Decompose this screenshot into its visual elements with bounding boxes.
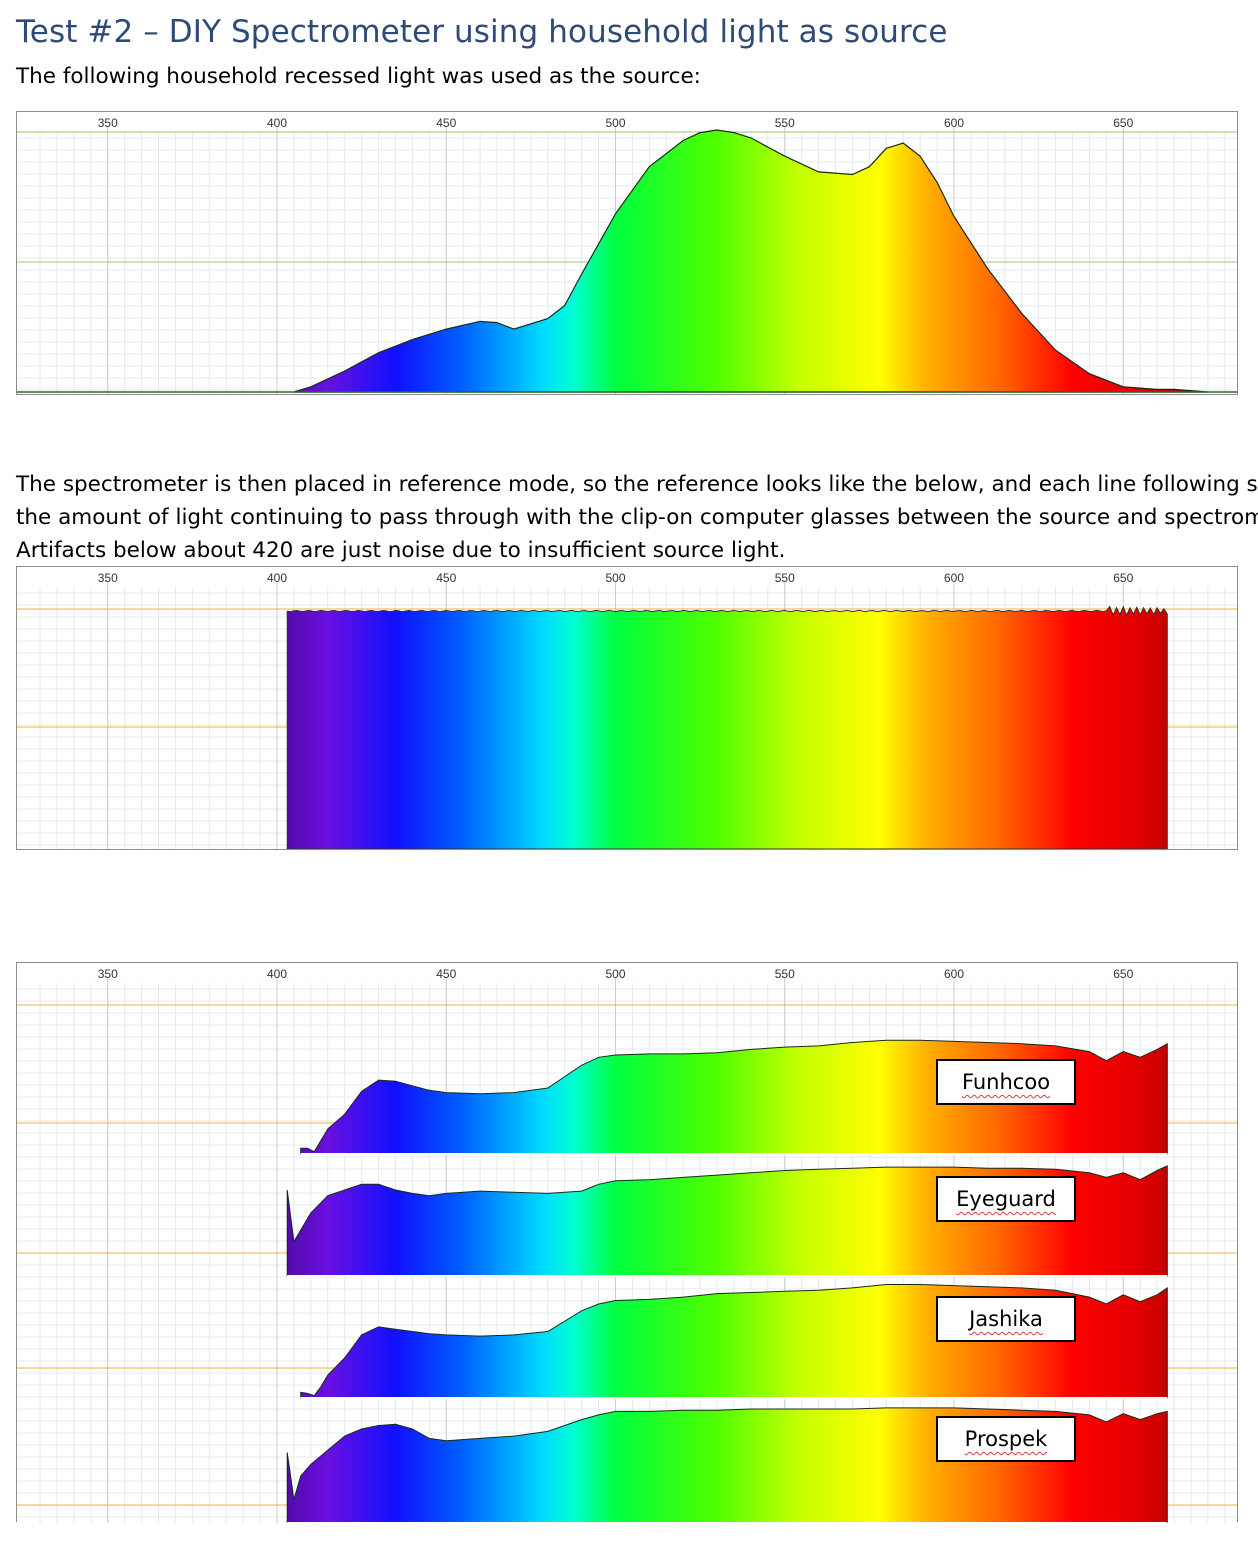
glasses-transmission-chart: 350 400 450 500 550 600 650 Funhcoo Eyeguard J… [16, 962, 1238, 1523]
reference-spectrum-svg: 350 400 450 500 550 600 650 [17, 571, 1237, 849]
intro-text: The following household recessed light w… [16, 64, 701, 89]
source-spectrum-chart: 350 400 450 500 550 600 650 [16, 111, 1238, 395]
tick-label: 650 [1113, 571, 1133, 585]
tick-label: 500 [605, 967, 625, 981]
label-eyeguard: Eyeguard [936, 1176, 1076, 1222]
tick-label: 350 [98, 571, 118, 585]
tick-label: 550 [775, 116, 795, 130]
source-spectrum-area [293, 129, 1208, 393]
tick-label: 500 [605, 571, 625, 585]
tick-label: 600 [944, 571, 964, 585]
tick-label: 350 [98, 116, 118, 130]
tick-label: 400 [267, 571, 287, 585]
tick-label: 400 [267, 967, 287, 981]
tick-label: 600 [944, 116, 964, 130]
reference-text-line: The spectrometer is then placed in refer… [16, 472, 1258, 497]
tick-label: 650 [1113, 116, 1133, 130]
tick-label: 550 [775, 571, 795, 585]
reference-text-line: Artifacts below about 420 are just noise… [16, 538, 786, 563]
tick-label: 450 [436, 571, 456, 585]
tick-label: 650 [1113, 967, 1133, 981]
tick-label: 500 [605, 116, 625, 130]
label-jashika: Jashika [936, 1296, 1076, 1342]
reference-spectrum-chart: 350 400 450 500 550 600 650 [16, 566, 1238, 850]
tick-label: 550 [775, 967, 795, 981]
reference-spectrum-area [286, 605, 1168, 849]
page-heading: Test #2 – DIY Spectrometer using househo… [16, 14, 948, 50]
reference-text-line: the amount of light continuing to pass t… [16, 505, 1258, 530]
source-spectrum-svg: 350 400 450 500 550 600 650 [17, 116, 1237, 394]
tick-label: 600 [944, 967, 964, 981]
label-prospek: Prospek [936, 1416, 1076, 1462]
tick-label: 450 [436, 116, 456, 130]
tick-label: 450 [436, 967, 456, 981]
tick-label: 350 [98, 967, 118, 981]
tick-label: 400 [267, 116, 287, 130]
label-funhcoo: Funhcoo [936, 1059, 1076, 1105]
